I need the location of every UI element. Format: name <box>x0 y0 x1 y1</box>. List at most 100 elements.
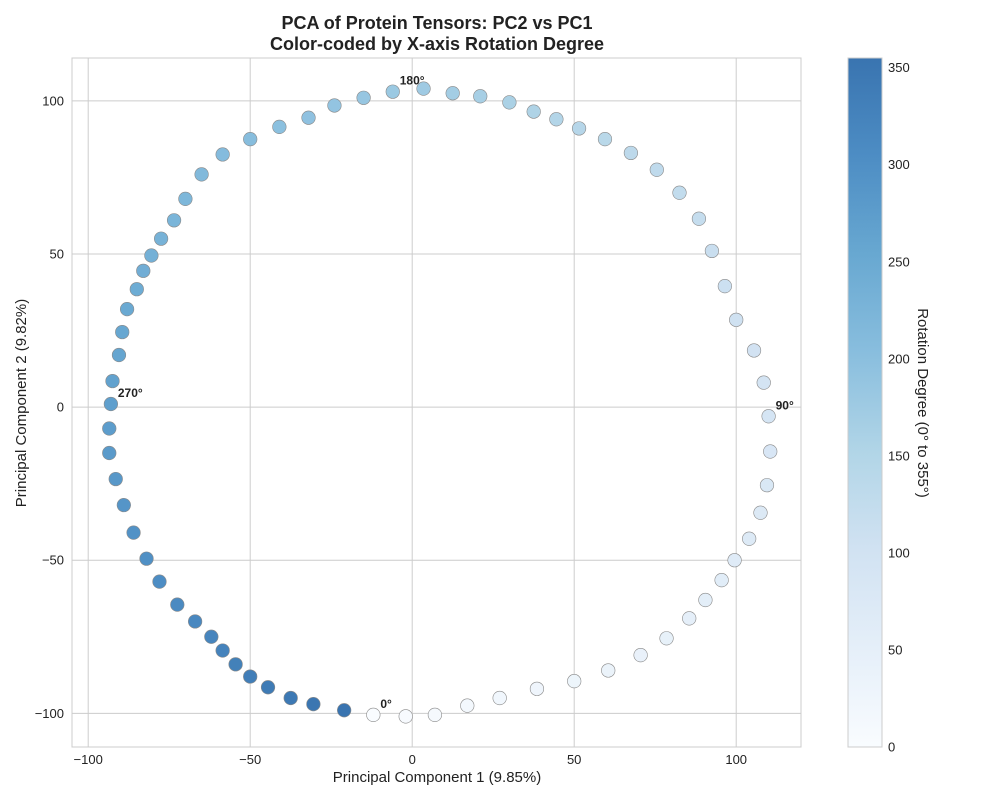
x-axis-label: Principal Component 1 (9.85%) <box>333 769 541 786</box>
chart-subtitle: Color-coded by X-axis Rotation Degree <box>270 34 604 54</box>
plot-frame <box>71 57 802 748</box>
x-tick-label: −100 <box>74 752 103 767</box>
data-point <box>727 553 742 568</box>
x-tick-label: 100 <box>725 752 747 767</box>
colorbar-tick-label: 50 <box>888 642 902 657</box>
x-tick-label: −50 <box>239 752 261 767</box>
colorbar-tick-label: 100 <box>888 545 910 560</box>
y-tick-label: −50 <box>42 553 64 568</box>
data-point <box>460 698 475 713</box>
y-axis-label: Principal Component 2 (9.82%) <box>13 299 30 507</box>
data-point <box>111 347 127 363</box>
data-point <box>116 497 131 513</box>
data-point <box>243 132 258 147</box>
colorbar-tick-label: 350 <box>888 60 910 75</box>
data-point <box>649 162 664 177</box>
data-point <box>529 681 545 696</box>
data-point <box>105 373 120 389</box>
chart-title: PCA of Protein Tensors: PC2 vs PC1 <box>281 13 592 33</box>
data-point <box>154 231 169 246</box>
data-point <box>119 302 135 317</box>
data-point <box>139 551 154 566</box>
data-point <box>502 95 517 110</box>
data-point <box>243 669 258 684</box>
data-point <box>698 592 713 608</box>
y-tick-label: 50 <box>50 246 64 261</box>
data-point <box>178 191 193 206</box>
data-point <box>144 248 159 263</box>
y-tick-label: 100 <box>42 93 64 108</box>
data-point <box>526 104 541 119</box>
data-point <box>194 167 209 182</box>
x-tick-label: 50 <box>567 752 581 767</box>
data-point <box>228 657 243 672</box>
colorbar-tick-label: 300 <box>888 157 910 172</box>
data-point <box>672 185 687 200</box>
data-point <box>170 597 185 612</box>
colorbar-label: Rotation Degree (0° to 355°) <box>914 308 931 498</box>
data-point <box>597 132 613 147</box>
data-point <box>492 690 507 706</box>
data-point <box>108 471 123 487</box>
data-point <box>337 703 352 718</box>
data-point <box>103 396 118 412</box>
data-point <box>691 211 707 226</box>
data-point <box>763 444 778 459</box>
data-point <box>601 663 616 678</box>
data-point <box>445 86 460 101</box>
data-point <box>129 282 144 297</box>
data-point <box>215 643 230 658</box>
data-point <box>398 709 413 724</box>
data-point <box>283 690 298 706</box>
point-annotation: 270° <box>118 386 143 400</box>
data-point <box>682 611 697 626</box>
data-point <box>416 81 431 96</box>
data-point <box>204 629 219 644</box>
data-points <box>102 81 778 724</box>
data-point <box>742 531 757 546</box>
x-tick-label: 0 <box>409 752 416 767</box>
data-point <box>756 375 771 390</box>
data-point <box>761 409 776 424</box>
data-point <box>633 648 648 663</box>
point-annotation: 180° <box>400 74 425 88</box>
point-annotation: 90° <box>776 398 794 412</box>
axis-ticks: −100 −50 0 50 100 −100 −50 0 50 100 <box>35 93 747 767</box>
data-point <box>327 98 342 113</box>
colorbar-tick-label: 250 <box>888 254 910 269</box>
data-point <box>301 110 316 125</box>
colorbar-tick-label: 150 <box>888 448 910 463</box>
plot-area <box>71 57 802 748</box>
data-point <box>473 89 488 104</box>
data-point <box>729 312 744 327</box>
data-point <box>115 324 130 340</box>
colorbar-tick-label: 0 <box>888 740 895 755</box>
data-point <box>746 343 762 358</box>
data-point <box>714 573 729 588</box>
colorbar-gradient <box>847 57 883 748</box>
data-point <box>102 421 117 436</box>
data-point <box>188 614 203 629</box>
colorbar: 0 50 100 150 200 250 300 350 <box>847 57 910 755</box>
data-point <box>166 213 182 228</box>
data-point <box>136 263 151 278</box>
data-point <box>623 145 639 161</box>
data-point <box>260 680 276 695</box>
data-point <box>717 279 732 294</box>
data-point <box>126 525 141 540</box>
data-point <box>753 505 768 520</box>
data-point <box>215 147 230 162</box>
data-point <box>427 707 442 722</box>
data-point <box>571 121 587 136</box>
data-point <box>366 707 381 722</box>
data-point <box>306 697 321 712</box>
data-point <box>272 119 287 134</box>
point-annotation: 0° <box>380 697 392 711</box>
data-point <box>567 674 582 689</box>
data-point <box>759 478 775 493</box>
data-point <box>704 243 720 259</box>
data-point <box>102 445 117 461</box>
colorbar-tick-label: 200 <box>888 351 910 366</box>
data-point <box>152 574 167 589</box>
